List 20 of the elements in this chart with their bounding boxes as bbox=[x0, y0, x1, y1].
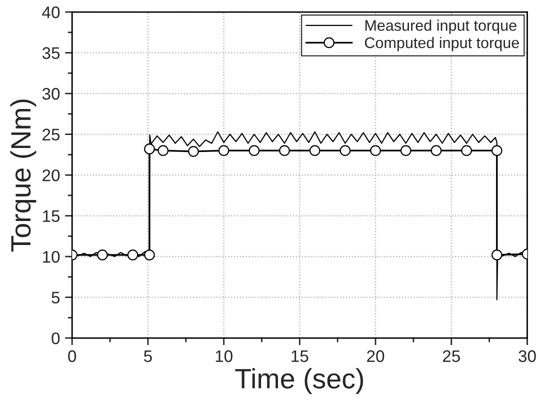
x-tick-label: 15 bbox=[292, 350, 308, 362]
x-tick-label: 5 bbox=[144, 350, 152, 362]
x-tick-label: 25 bbox=[442, 350, 460, 362]
y-tick-label: 5 bbox=[52, 292, 60, 304]
legend-label: Measured input torque bbox=[365, 20, 516, 34]
x-tick-label: 30 bbox=[518, 350, 536, 362]
x-tick-label: 20 bbox=[367, 350, 384, 362]
y-tick-label: 10 bbox=[43, 250, 60, 263]
x-tick-label: 0 bbox=[68, 350, 76, 362]
y-tick-label: 35 bbox=[42, 47, 60, 59]
legend-label: Computed input torque bbox=[364, 36, 519, 52]
y-tick-label: 40 bbox=[42, 6, 60, 18]
y-tick-label: 25 bbox=[42, 128, 60, 140]
x-axis-title: Time (sec) bbox=[235, 368, 364, 394]
x-tick-label: 10 bbox=[216, 350, 232, 362]
y-tick-label: 15 bbox=[43, 210, 60, 222]
y-tick-label: 0 bbox=[52, 332, 60, 344]
y-tick-label: 20 bbox=[42, 169, 60, 182]
y-tick-label: 30 bbox=[42, 88, 60, 100]
y-axis-title: Torque (Nm) bbox=[10, 100, 36, 252]
